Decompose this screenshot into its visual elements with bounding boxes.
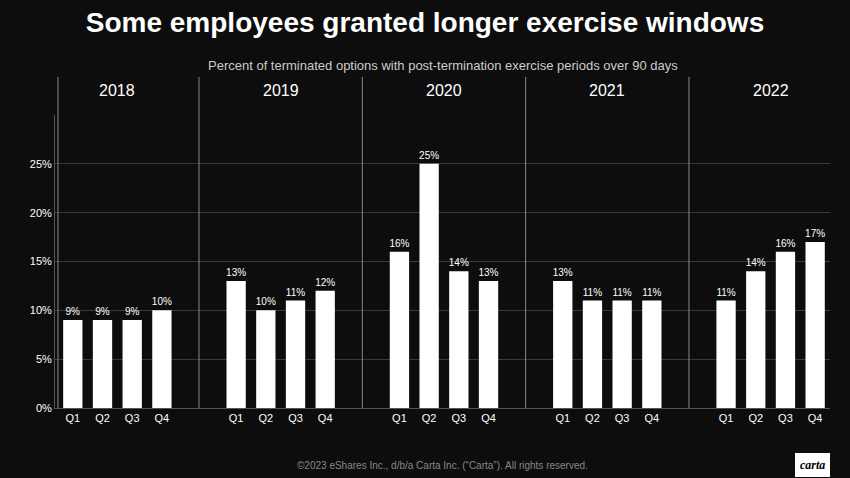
svg-text:10%: 10% <box>152 296 172 307</box>
svg-text:2019: 2019 <box>263 82 299 99</box>
svg-text:Q3: Q3 <box>125 412 140 424</box>
svg-text:13%: 13% <box>226 267 246 278</box>
svg-text:Q3: Q3 <box>778 412 793 424</box>
svg-text:Q4: Q4 <box>481 412 496 424</box>
svg-text:Q1: Q1 <box>392 412 407 424</box>
svg-text:Q1: Q1 <box>65 412 80 424</box>
svg-text:16%: 16% <box>389 238 409 249</box>
svg-text:2022: 2022 <box>753 82 789 99</box>
svg-text:0%: 0% <box>36 402 52 414</box>
svg-text:9%: 9% <box>95 306 110 317</box>
svg-text:Q1: Q1 <box>229 412 244 424</box>
svg-text:17%: 17% <box>805 228 825 239</box>
svg-text:Q3: Q3 <box>288 412 303 424</box>
svg-text:12%: 12% <box>315 277 335 288</box>
svg-text:©2023 eShares Inc., d/b/a Cart: ©2023 eShares Inc., d/b/a Carta Inc. (“C… <box>297 460 588 471</box>
svg-text:carta: carta <box>800 458 825 472</box>
svg-text:Q2: Q2 <box>422 412 437 424</box>
svg-text:9%: 9% <box>66 306 81 317</box>
svg-text:Q3: Q3 <box>451 412 466 424</box>
svg-text:Some employees granted longer: Some employees granted longer exercise w… <box>86 7 764 38</box>
svg-text:25%: 25% <box>30 158 52 170</box>
svg-text:10%: 10% <box>30 304 52 316</box>
svg-text:14%: 14% <box>746 257 766 268</box>
svg-text:Q2: Q2 <box>258 412 273 424</box>
svg-text:Percent of terminated options: Percent of terminated options with post-… <box>208 58 678 73</box>
svg-text:20%: 20% <box>30 207 52 219</box>
svg-text:Q3: Q3 <box>615 412 630 424</box>
svg-text:9%: 9% <box>125 306 140 317</box>
svg-text:10%: 10% <box>256 296 276 307</box>
svg-text:Q4: Q4 <box>318 412 333 424</box>
svg-text:2018: 2018 <box>99 82 135 99</box>
svg-text:Q2: Q2 <box>585 412 600 424</box>
svg-text:Q4: Q4 <box>808 412 823 424</box>
svg-text:Q1: Q1 <box>719 412 734 424</box>
svg-text:11%: 11% <box>716 287 735 298</box>
svg-text:11%: 11% <box>612 287 631 298</box>
svg-text:14%: 14% <box>449 257 469 268</box>
svg-text:Q4: Q4 <box>644 412 659 424</box>
svg-text:13%: 13% <box>553 267 573 278</box>
svg-text:2021: 2021 <box>589 82 625 99</box>
svg-text:5%: 5% <box>36 353 52 365</box>
svg-text:11%: 11% <box>583 287 602 298</box>
svg-text:Q2: Q2 <box>748 412 763 424</box>
svg-text:2020: 2020 <box>426 82 462 99</box>
svg-text:15%: 15% <box>30 255 52 267</box>
svg-text:13%: 13% <box>478 267 498 278</box>
svg-text:25%: 25% <box>419 150 439 161</box>
svg-text:Q4: Q4 <box>155 412 170 424</box>
svg-text:16%: 16% <box>775 238 795 249</box>
svg-text:Q1: Q1 <box>555 412 570 424</box>
svg-text:11%: 11% <box>642 287 661 298</box>
svg-text:11%: 11% <box>286 287 305 298</box>
svg-text:Q2: Q2 <box>95 412 110 424</box>
